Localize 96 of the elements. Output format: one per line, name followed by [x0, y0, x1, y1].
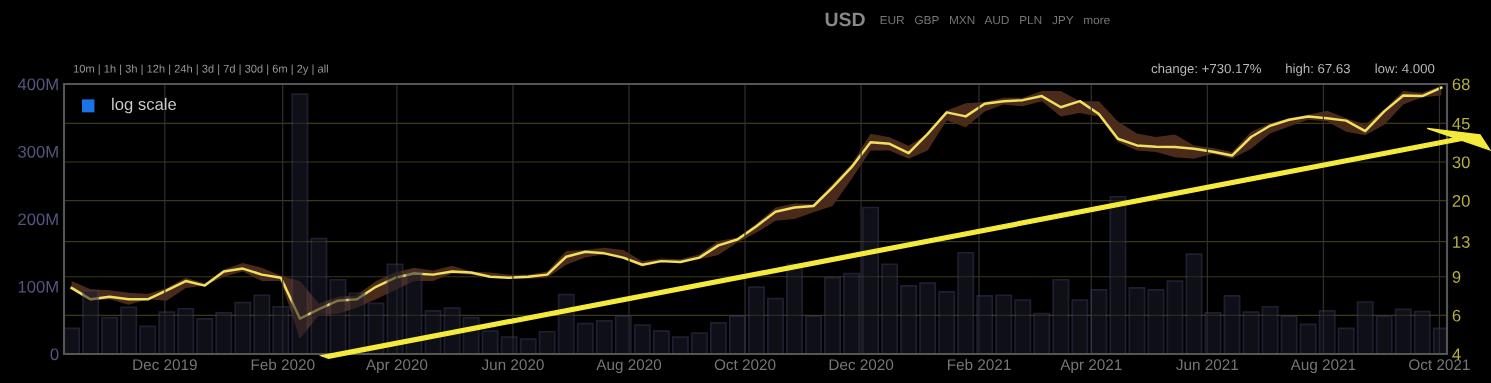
y-tick-label: 200M [18, 213, 58, 226]
bar [1166, 280, 1184, 354]
bar [291, 93, 309, 354]
x-tick-label: Oct 2021 [1409, 359, 1470, 371]
bar [843, 272, 861, 354]
bar [1299, 323, 1317, 354]
bar [101, 316, 119, 354]
bar [1185, 253, 1203, 354]
bar [1109, 195, 1127, 354]
bar [1413, 310, 1431, 354]
bar [1147, 289, 1165, 354]
bar [1394, 308, 1412, 354]
bar [1071, 299, 1089, 354]
bar [614, 315, 632, 354]
bar [1014, 299, 1032, 354]
y2-tick-label: 4 [1452, 348, 1461, 361]
bar [995, 294, 1013, 354]
x-tick-label: Apr 2021 [1060, 359, 1122, 374]
x-tick-label: Apr 2020 [365, 359, 428, 374]
bar [690, 332, 708, 354]
bar [957, 251, 975, 354]
bar [1337, 327, 1355, 354]
text: low: 4.000 [1375, 63, 1435, 74]
bar [1375, 315, 1393, 354]
bar [158, 311, 176, 354]
bar [1033, 312, 1051, 354]
bar [881, 263, 899, 354]
bar [595, 320, 613, 354]
x-tick-label: Aug 2020 [596, 359, 662, 374]
bar [1280, 315, 1298, 354]
x-tick-label: Feb 2021 [948, 358, 1011, 371]
bar [1052, 278, 1070, 354]
y2-tick-label: 68 [1452, 78, 1470, 91]
text: EUR GBP MXN AUD PLN JPY more [880, 15, 1110, 25]
bar [1204, 311, 1222, 354]
text: high: 67.63 [1286, 63, 1350, 76]
y2-tick-label: 6 [1452, 309, 1461, 322]
bar [196, 318, 214, 354]
x-tick-label: Dec 2019 [133, 359, 197, 371]
bar [481, 330, 499, 354]
bar [519, 338, 537, 354]
bar [576, 322, 594, 354]
annotation: log scale [112, 97, 177, 114]
y2-tick-label: 13 [1453, 236, 1470, 248]
bar [82, 289, 100, 354]
bar [253, 294, 271, 354]
bar [976, 295, 994, 354]
y2-tick-label: 20 [1452, 195, 1470, 207]
bar [538, 330, 556, 354]
bar [1242, 311, 1260, 354]
text: change: +730.17% [1151, 63, 1261, 76]
bar [709, 322, 727, 354]
x-tick-label: Aug 2021 [1290, 359, 1356, 374]
y-tick-label: 100M [18, 280, 58, 293]
text: USD [825, 12, 865, 27]
y-tick-label: 0 [50, 348, 59, 361]
bar [1090, 289, 1108, 354]
bar [671, 336, 689, 354]
bar [272, 305, 290, 354]
bar [234, 301, 252, 354]
y2-tick-label: 9 [1452, 271, 1461, 283]
x-tick-label: Jun 2021 [1176, 359, 1238, 371]
y2-tick-label: 30 [1452, 156, 1470, 169]
bar [139, 325, 157, 354]
bar [633, 324, 651, 354]
bar [824, 276, 841, 354]
bar [938, 291, 956, 354]
y2-tick-label: 45 [1452, 117, 1470, 130]
bar [120, 306, 138, 354]
bar [1261, 305, 1279, 354]
bar [652, 330, 670, 354]
x-tick-label: Jun 2020 [481, 359, 544, 371]
bar [177, 307, 195, 354]
bar [767, 297, 784, 354]
bar [919, 282, 937, 354]
y-tick-label: 400M [17, 78, 58, 91]
bar [748, 286, 765, 354]
bar [1223, 295, 1241, 354]
bar [557, 293, 575, 354]
bar [1128, 287, 1146, 354]
bar [310, 237, 328, 354]
bar [500, 336, 518, 354]
bar [805, 315, 822, 354]
bar [215, 311, 233, 354]
bar [862, 206, 880, 354]
x-tick-label: Feb 2020 [251, 358, 315, 371]
bar [728, 315, 746, 354]
bar [329, 278, 347, 354]
bar [1318, 309, 1336, 354]
bar [1356, 301, 1374, 354]
bar [786, 263, 803, 354]
x-tick-label: Oct 2020 [714, 359, 776, 371]
bar [900, 284, 918, 354]
text: 10m | 1h | 3h | 12h | 24h | 3d | 7d | 30d | 6m | 2y | all [73, 64, 328, 75]
y-tick-label: 300M [18, 145, 58, 158]
x-tick-label: Dec 2020 [829, 359, 894, 371]
